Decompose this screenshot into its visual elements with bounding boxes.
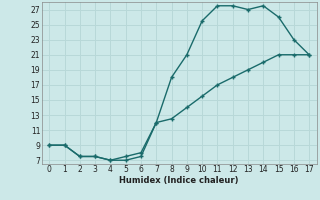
X-axis label: Humidex (Indice chaleur): Humidex (Indice chaleur) xyxy=(119,176,239,185)
